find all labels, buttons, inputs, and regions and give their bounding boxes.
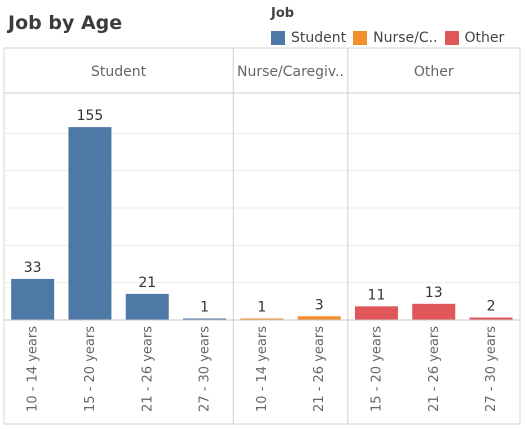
x-tick-label: 27 - 30 years	[484, 326, 499, 412]
panel-label-other: Other	[414, 64, 454, 80]
bar-student-10-14-years	[11, 279, 54, 320]
x-tick-label: 27 - 30 years	[198, 326, 213, 412]
data-label: 155	[77, 108, 104, 124]
data-label: 11	[368, 287, 386, 303]
bar-student-15-20-years	[68, 127, 111, 320]
bar-other-15-20-years	[355, 306, 398, 320]
bar-other-21-26-years	[412, 304, 455, 320]
x-tick-label: 21 - 26 years	[140, 326, 155, 412]
bar-student-21-26-years	[126, 294, 169, 320]
data-label: 21	[138, 275, 156, 291]
data-label: 13	[425, 285, 443, 301]
data-label: 1	[200, 300, 209, 316]
x-tick-label: 10 - 14 years	[255, 326, 270, 412]
x-tick-label: 15 - 20 years	[83, 326, 98, 412]
panel-label-nurse-caregiv: Nurse/Caregiv..	[237, 64, 344, 80]
data-label: 2	[487, 299, 496, 315]
panel-label-student: Student	[91, 64, 147, 80]
x-tick-label: 21 - 26 years	[427, 326, 442, 412]
x-tick-label: 15 - 20 years	[369, 326, 384, 412]
x-tick-label: 10 - 14 years	[26, 326, 41, 412]
data-label: 1	[257, 300, 266, 316]
data-label: 3	[315, 297, 324, 313]
x-tick-label: 21 - 26 years	[312, 326, 327, 412]
data-label: 33	[24, 260, 42, 276]
bar-nurse-caregiv-21-26-years	[298, 316, 341, 320]
